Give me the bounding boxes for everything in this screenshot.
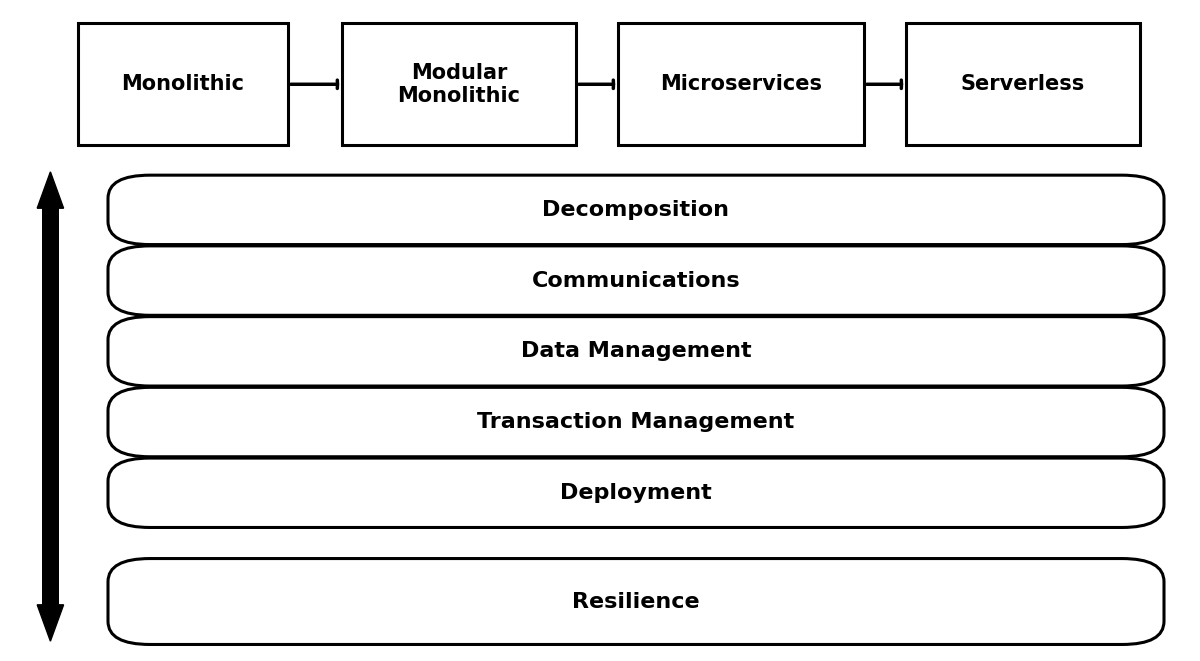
Text: Resilience: Resilience bbox=[572, 592, 700, 611]
Text: Serverless: Serverless bbox=[961, 74, 1085, 95]
Text: Decomposition: Decomposition bbox=[542, 200, 730, 220]
Text: Monolithic: Monolithic bbox=[121, 74, 245, 95]
Text: Deployment: Deployment bbox=[560, 483, 712, 503]
Polygon shape bbox=[37, 172, 64, 208]
FancyBboxPatch shape bbox=[342, 23, 576, 145]
FancyBboxPatch shape bbox=[78, 23, 288, 145]
FancyBboxPatch shape bbox=[618, 23, 864, 145]
FancyBboxPatch shape bbox=[108, 246, 1164, 315]
FancyBboxPatch shape bbox=[108, 317, 1164, 386]
FancyBboxPatch shape bbox=[42, 208, 59, 605]
Text: Microservices: Microservices bbox=[660, 74, 822, 95]
FancyBboxPatch shape bbox=[906, 23, 1140, 145]
FancyBboxPatch shape bbox=[108, 387, 1164, 457]
FancyBboxPatch shape bbox=[108, 458, 1164, 527]
Text: Communications: Communications bbox=[532, 270, 740, 291]
Text: Data Management: Data Management bbox=[521, 341, 751, 362]
FancyBboxPatch shape bbox=[108, 175, 1164, 245]
Text: Modular
Monolithic: Modular Monolithic bbox=[397, 63, 521, 106]
FancyBboxPatch shape bbox=[108, 559, 1164, 644]
Text: Transaction Management: Transaction Management bbox=[478, 412, 794, 432]
Polygon shape bbox=[37, 605, 64, 641]
